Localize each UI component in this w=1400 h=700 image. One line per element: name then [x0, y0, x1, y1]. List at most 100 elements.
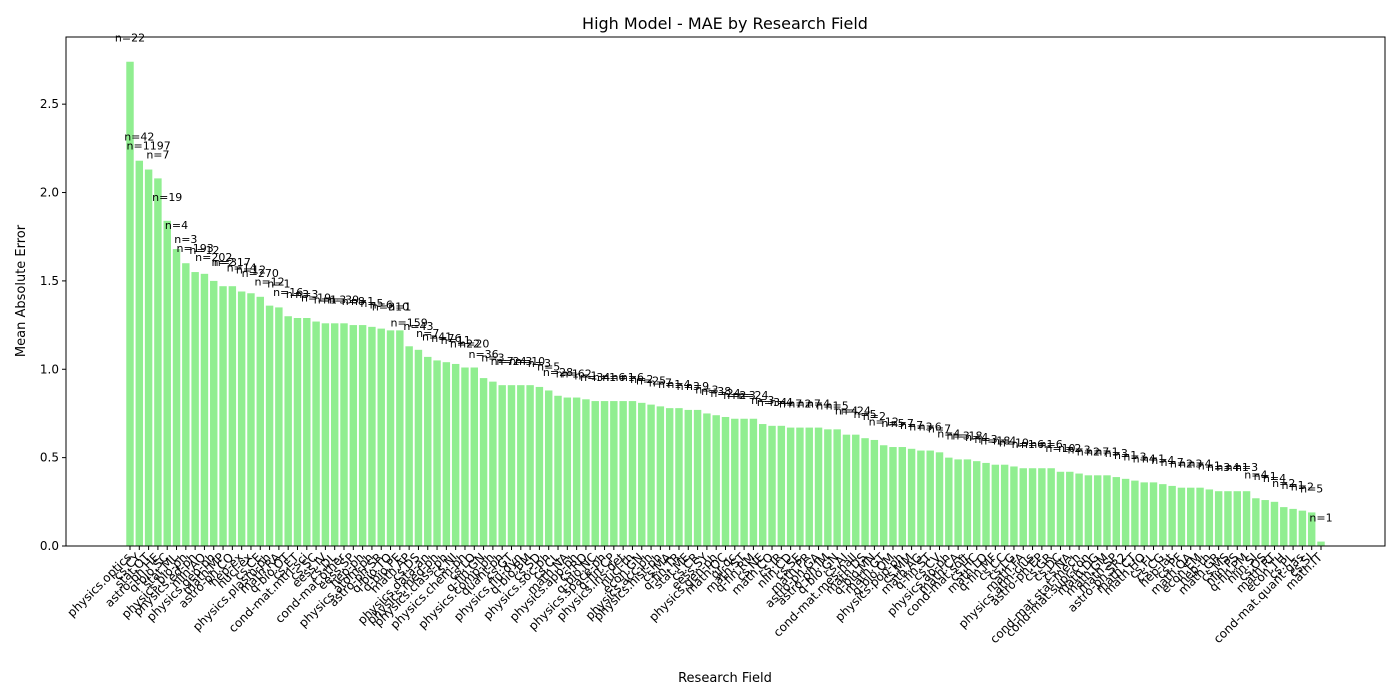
- bar-count-label: n=7: [900, 419, 923, 432]
- bar-count-label: n=41: [422, 330, 452, 343]
- bar-count-label: n=4: [667, 378, 690, 391]
- bar: [284, 316, 292, 546]
- bar: [275, 307, 283, 546]
- bar: [1149, 482, 1158, 547]
- y-axis: 0.0 0.5 1.0 1.5 2.0 2.5: [40, 97, 66, 553]
- bar: [451, 363, 460, 546]
- bar-count-label: n=28: [543, 366, 573, 379]
- bar-count-label: n=6: [621, 371, 644, 384]
- bar: [479, 378, 488, 546]
- bar-count-label: n=3: [751, 394, 774, 407]
- bar: [1270, 501, 1279, 546]
- bar-count-label: n=2: [863, 410, 886, 423]
- y-tick-label: 0.5: [40, 451, 59, 465]
- bar-count-label: n=4: [835, 405, 858, 418]
- bar: [210, 280, 218, 546]
- bar: [1019, 468, 1027, 546]
- bar-count-label: n=3: [481, 352, 504, 365]
- bar-count-label: n=4: [993, 435, 1016, 448]
- bar-count-label: n=18: [952, 429, 982, 442]
- bar: [805, 427, 813, 546]
- bar: [926, 450, 934, 546]
- bar-count-label: n=5: [537, 360, 560, 373]
- bar-count-label: n=2: [1170, 458, 1193, 471]
- bar-count-label: n=7: [416, 327, 439, 340]
- bar: [954, 459, 962, 546]
- bar: [554, 395, 562, 546]
- bar-count-label: n=1: [556, 368, 579, 381]
- bar-count-label: n=1: [612, 371, 635, 384]
- bar: [991, 464, 1000, 546]
- bar: [740, 418, 748, 546]
- bar-count-label: n=2: [211, 256, 234, 269]
- bar-count-label: n=1: [1281, 479, 1304, 492]
- bar-count-label: n=1: [1012, 438, 1035, 451]
- bar: [144, 169, 153, 547]
- bar: [191, 272, 199, 546]
- bar-count-label: n=3: [528, 357, 551, 370]
- bar: [1010, 466, 1018, 546]
- bar: [442, 362, 451, 546]
- y-tick-label: 2.5: [40, 97, 59, 111]
- bar-count-label: n=2: [723, 389, 746, 402]
- bar: [470, 367, 478, 546]
- bar-count-label: n=3: [909, 421, 932, 434]
- bar-count-label: n=4: [1244, 468, 1267, 481]
- bar-count-label: n=1: [267, 277, 290, 290]
- bar-count-label: n=5: [881, 417, 904, 430]
- bar: [386, 330, 395, 546]
- bar: [796, 427, 804, 546]
- bar-count-label: n=1: [314, 293, 337, 306]
- bar-count-label: n=4: [165, 219, 188, 232]
- bar-count-label: n=39: [329, 293, 359, 306]
- bar: [1038, 468, 1046, 546]
- bar: [498, 385, 506, 546]
- bar-count-label: n=4: [807, 398, 830, 411]
- bar: [507, 385, 516, 546]
- bar: [396, 330, 404, 546]
- bar: [824, 429, 832, 546]
- bar: [852, 434, 860, 546]
- bar-count-label: n=270: [242, 267, 279, 280]
- bar: [572, 397, 581, 546]
- bar-count-label: n=310: [372, 300, 409, 313]
- bar-count-label: n=1: [1198, 459, 1221, 472]
- bar-count-label: n=3: [974, 433, 997, 446]
- bar-count-label: n=1: [816, 399, 839, 412]
- bar-count-label: n=3: [1123, 451, 1146, 464]
- bar: [749, 418, 758, 546]
- bar: [1317, 541, 1325, 546]
- bar-count-label: n=1197: [127, 140, 171, 153]
- bar-count-label: n=2: [630, 373, 653, 386]
- bar-count-label: n=1: [1095, 445, 1118, 458]
- bar: [563, 397, 572, 546]
- bar: [712, 415, 720, 546]
- bar: [126, 61, 134, 547]
- bar-count-label: n=6: [1021, 438, 1044, 451]
- bar-count-label: n=12: [254, 276, 284, 289]
- bar: [1205, 489, 1214, 546]
- bar: [935, 452, 944, 546]
- bar: [293, 318, 302, 546]
- bar-count-label: n=12: [236, 263, 266, 276]
- bar: [544, 390, 553, 546]
- bar-count-label: n=1: [1254, 470, 1277, 483]
- bar: [917, 450, 925, 546]
- plot-frame: [65, 36, 1386, 547]
- bar-count-label: n=4: [1263, 472, 1286, 485]
- bar-count-label: n=2: [1077, 445, 1100, 458]
- bar: [619, 401, 627, 546]
- bar-count-label: n=3: [295, 288, 318, 301]
- bar: [628, 401, 637, 546]
- bar-count-label: n=12: [869, 415, 899, 428]
- bar-count-label: n=1: [658, 378, 681, 391]
- bar: [358, 325, 367, 546]
- bar: [1159, 484, 1167, 546]
- y-axis-label: Mean Absolute Error: [14, 224, 29, 357]
- bar: [1168, 485, 1176, 546]
- bar: [898, 447, 907, 546]
- bar-count-label: n=1: [1226, 461, 1249, 474]
- bar-count-label: n=3: [174, 233, 197, 246]
- bar: [582, 399, 590, 546]
- bar-count-label: n=1: [1114, 449, 1137, 462]
